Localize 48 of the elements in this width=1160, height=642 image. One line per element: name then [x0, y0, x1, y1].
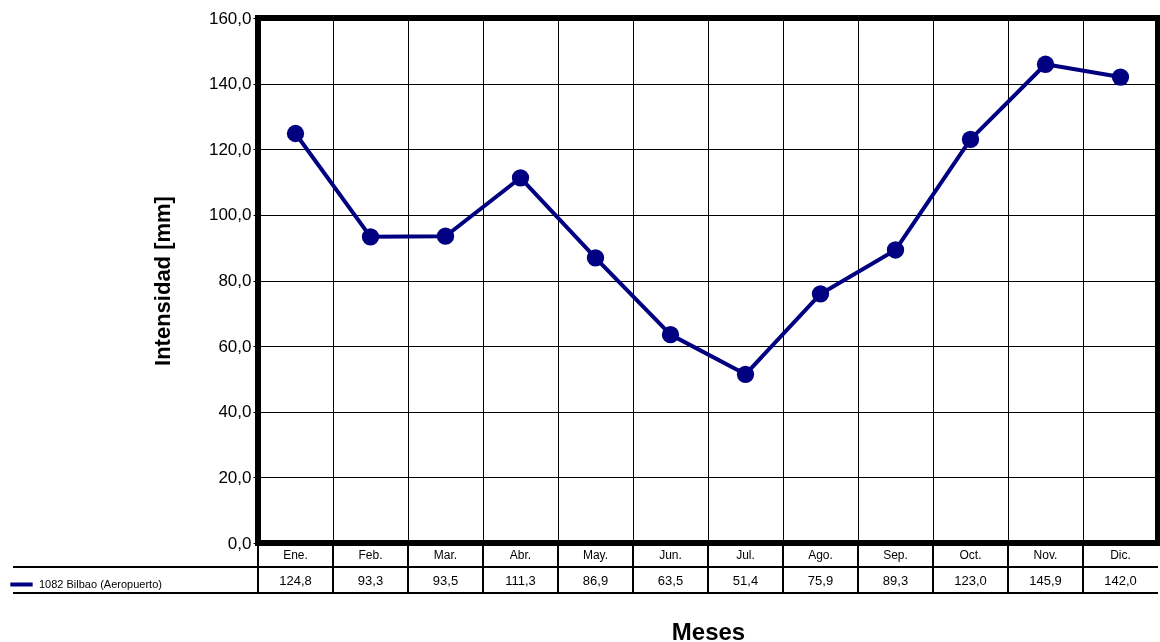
x-tick-label: Abr. [509, 547, 532, 562]
data-label: 142,0 [1104, 573, 1137, 588]
y-tick-label: 120,0 [208, 139, 252, 159]
point [436, 227, 455, 245]
data-label: 145,9 [1029, 573, 1062, 588]
data-label: 111,3 [505, 573, 536, 588]
y-tick-label: 40,0 [218, 402, 252, 422]
data-label: 123,0 [954, 573, 987, 588]
point [361, 228, 380, 246]
x-tick-label: Jun. [659, 547, 682, 562]
y-tick-label: 60,0 [218, 336, 252, 356]
point [736, 365, 755, 383]
point [961, 130, 980, 149]
x-tick-label: Ene. [283, 547, 308, 562]
point [1111, 68, 1130, 86]
point [661, 326, 680, 344]
point [286, 124, 305, 143]
x-tick-label: Mar. [433, 547, 458, 562]
point [586, 249, 605, 267]
data-label: 89,3 [882, 573, 909, 588]
data-label: 63,5 [657, 573, 684, 588]
x-tick-label: Feb. [358, 547, 383, 562]
y-tick-label: 0,0 [227, 533, 252, 553]
point [886, 241, 905, 259]
point [1036, 55, 1055, 73]
x-tick-label: Nov. [1033, 547, 1058, 562]
y-tick-label: 80,0 [218, 271, 252, 290]
x-tick-label: May. [582, 547, 609, 562]
x-tick-label: Sep. [883, 547, 908, 562]
x-tick-label: Oct. [959, 547, 982, 562]
y-tick-label: 100,0 [208, 205, 252, 225]
x-tick-label: Jul. [736, 547, 755, 562]
point [811, 285, 830, 303]
data-label: 93,3 [357, 573, 384, 588]
data-label: 51,4 [732, 573, 759, 588]
x-tick-label: Dic. [1110, 547, 1131, 562]
point [511, 169, 530, 187]
data-label: 75,9 [807, 573, 834, 588]
data-label: 86,9 [582, 573, 609, 588]
y-tick-label: 140,0 [208, 74, 252, 94]
legend-label: 1082 Bilbao (Aeropuerto) [39, 577, 162, 590]
data-label: 93,5 [432, 573, 459, 588]
y-tick-label: 20,0 [218, 467, 252, 487]
y-axis-title: Intensidad [mm] [149, 196, 175, 366]
data-label: 124,8 [279, 573, 312, 588]
x-axis-title: Meses [671, 617, 746, 642]
x-tick-label: Ago. [808, 547, 833, 562]
y-tick-label: 160,0 [208, 8, 252, 28]
